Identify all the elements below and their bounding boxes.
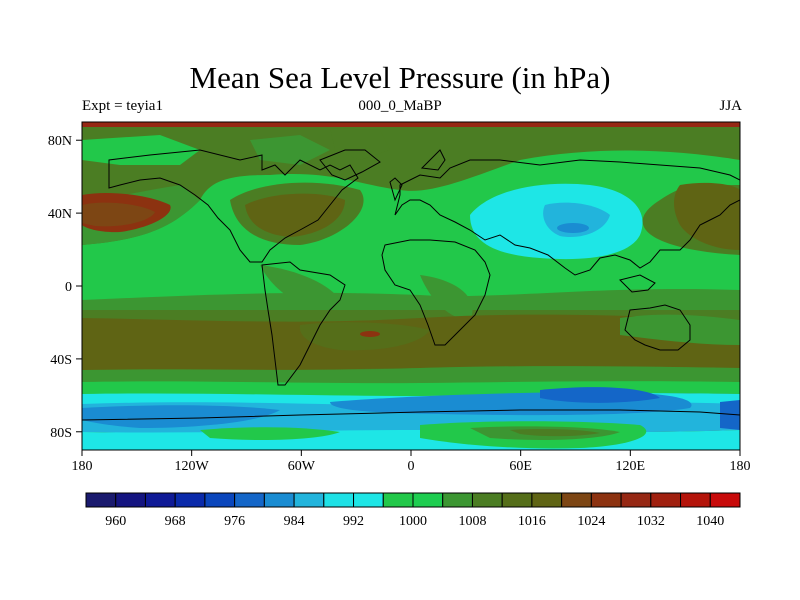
colorbar-swatch [680,492,711,508]
colorbar-swatch [174,492,206,508]
lat-tick-label: 80N [48,134,72,149]
colorbar-label: 1000 [399,514,427,529]
colorbar-swatch [323,492,355,508]
lon-tick-label: 120W [175,459,210,474]
colorbar-swatch [412,492,444,508]
colorbar-swatch [442,492,473,508]
colorbar-label: 984 [284,514,305,529]
colorbar-label: 1024 [577,514,605,529]
lon-tick-label: 120E [616,459,646,474]
lon-tick-label: 180 [72,459,93,474]
colorbar-label: 1016 [518,514,546,529]
colorbar-swatch [561,492,592,508]
experiment-label: Expt = teyia1 [82,98,163,114]
colorbar-label: 1032 [637,514,665,529]
colorbar-swatch [263,492,295,508]
colorbar-label: 1008 [458,514,486,529]
lat-tick-label: 80S [50,426,72,441]
pressure-field [82,122,740,450]
lon-tick-label: 180 [730,459,751,474]
lon-tick-label: 0 [408,459,415,474]
colorbar-label: 960 [105,514,126,529]
colorbar-swatch [293,492,325,508]
colorbar: 960 968 976 984 992 1000 1008 1016 1024 1032 1040 [85,492,741,529]
chart-title: Mean Sea Level Pressure (in hPa) [189,60,611,95]
colorbar-swatch [382,492,414,508]
period-label: 000_0_MaBP [358,98,442,114]
lat-tick-label: 40S [50,353,72,368]
colorbar-label: 992 [343,514,364,529]
longitude-axis: 180 120W 60W 0 60E 120E 180 [72,450,751,474]
colorbar-swatch [144,492,176,508]
colorbar-swatch [234,492,265,508]
colorbar-swatch [115,492,146,508]
coastlines [82,149,740,421]
lon-tick-label: 60E [509,459,532,474]
colorbar-label: 976 [224,514,245,529]
colorbar-swatch [85,492,117,508]
lat-tick-label: 0 [65,280,72,295]
colorbar-swatch [204,492,236,508]
latitude-axis: 80N 40N 0 40S 80S [48,134,82,441]
lon-tick-label: 60W [288,459,316,474]
colorbar-swatch [531,492,563,508]
colorbar-swatch [650,492,682,508]
colorbar-label: 1040 [696,514,724,529]
colorbar-swatch [620,492,652,508]
colorbar-swatch [709,492,741,508]
season-label: JJA [719,98,742,114]
colorbar-label: 968 [165,514,186,529]
lat-tick-label: 40N [48,207,72,222]
colorbar-swatch [353,492,384,508]
colorbar-swatch [501,492,533,508]
colorbar-swatch [590,492,622,508]
colorbar-swatch [471,492,503,508]
